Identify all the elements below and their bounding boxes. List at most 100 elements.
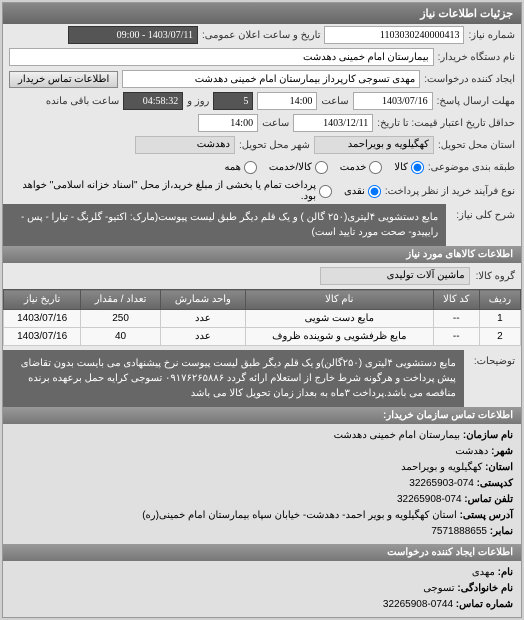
panel-title: جزئیات اطلاعات نیاز — [3, 3, 521, 24]
remaining-time-input — [123, 92, 183, 110]
table-row[interactable]: 2 -- مایع ظرفشویی و شوینده ظروف عدد 40 1… — [4, 328, 521, 346]
announce-date-input[interactable] — [68, 26, 198, 44]
contact-fax: 7571888655 — [431, 526, 487, 537]
creator-name: مهدی — [472, 567, 495, 578]
announce-date-label: تاریخ و ساعت اعلان عمومی: — [202, 30, 321, 41]
remaining-days-label: روز و — [187, 96, 209, 107]
radio-both[interactable]: کالا/خدمت — [269, 161, 328, 174]
th-name: نام کالا — [245, 290, 433, 310]
group-label: گروه کالا: — [476, 271, 515, 282]
row-payment-type: نوع فرآیند خرید از نظر پرداخت: نقدی پردا… — [3, 178, 521, 204]
cell-name: مایع دست شویی — [245, 310, 433, 328]
creator-phone: 0744-32265908 — [383, 599, 453, 610]
creator-family: تسوجی — [423, 583, 454, 594]
cell-unit: عدد — [160, 310, 245, 328]
radio-treasury-input[interactable] — [319, 185, 332, 198]
org-name-input[interactable] — [9, 48, 434, 66]
creator-contact-section: نام: مهدی نام خانوادگی: تسوجی شماره تماس… — [3, 561, 521, 617]
radio-khedmat-input[interactable] — [369, 161, 382, 174]
cell-date: 1403/07/16 — [4, 328, 81, 346]
payment-radio-group: نقدی پرداخت تمام یا بخشی از مبلغ خرید،از… — [9, 180, 381, 202]
goods-section-title: اطلاعات کالاهای مورد نیاز — [3, 246, 521, 263]
radio-cash-input[interactable] — [368, 185, 381, 198]
need-number-input[interactable] — [324, 26, 464, 44]
row-need-number: شماره نیاز: تاریخ و ساعت اعلان عمومی: — [3, 24, 521, 46]
cell-row: 2 — [479, 328, 520, 346]
row-item-type: طبقه بندی موضوعی: کالا خدمت کالا/خدمت هم… — [3, 156, 521, 178]
row-creator: ایجاد کننده درخواست: اطلاعات تماس خریدار — [3, 68, 521, 90]
item-type-radio-group: کالا خدمت کالا/خدمت همه — [224, 161, 423, 174]
province-value: کهگیلویه و بویراحمد — [314, 136, 434, 154]
row-org-name: نام دستگاه خریدار: — [3, 46, 521, 68]
contact-province-label: استان: — [485, 462, 513, 473]
reply-time-label: ساعت — [321, 96, 348, 107]
cell-code: -- — [433, 328, 479, 346]
radio-all[interactable]: همه — [224, 161, 256, 174]
row-explain: توضیحات: مایع دستشویی ۴لیتری (۲۵۰گالن)و … — [3, 350, 521, 407]
creator-input[interactable] — [122, 70, 420, 88]
org-name-label: نام دستگاه خریدار: — [438, 52, 515, 63]
explain-label: توضیحات: — [468, 350, 521, 373]
contact-address: استان کهگیلویه و بویر احمد- دهدشت- خیابا… — [142, 510, 457, 521]
table-row[interactable]: 1 -- مایع دست شویی عدد 250 1403/07/16 — [4, 310, 521, 328]
creator-family-label: نام خانوادگی: — [457, 583, 513, 594]
goods-table: ردیف کد کالا نام کالا واحد شمارش تعداد /… — [3, 289, 521, 346]
need-number-label: شماره نیاز: — [468, 30, 515, 41]
contact-address-label: آدرس پستی: — [460, 510, 513, 521]
contact-city-label: شهر: — [491, 446, 513, 457]
th-code: کد کالا — [433, 290, 479, 310]
radio-kala-input[interactable] — [411, 161, 424, 174]
group-value: ماشین آلات تولیدی — [320, 267, 470, 285]
contact-phone: 074-32265908 — [397, 494, 462, 505]
contact-org: بیمارستان امام خمینی دهدشت — [334, 430, 460, 441]
need-desc-label: شرح کلی نیاز: — [450, 204, 521, 227]
th-date: تاریخ نیاز — [4, 290, 81, 310]
contact-postal: 074-32265903 — [409, 478, 474, 489]
contact-fax-label: نمابر: — [490, 526, 513, 537]
cell-qty: 250 — [81, 310, 160, 328]
validity-label: حداقل تاریخ اعتبار قیمت: تا تاریخ: — [377, 118, 515, 129]
creator-name-label: نام: — [498, 567, 513, 578]
city-value: دهدشت — [135, 136, 235, 154]
need-desc-text: مایع دستشویی ۴لیتری(۲۵۰ گالن ) و یک قلم … — [3, 204, 446, 246]
contact-phone-label: تلفن تماس: — [464, 494, 513, 505]
province-label: استان محل تحویل: — [438, 140, 515, 151]
th-qty: تعداد / مقدار — [81, 290, 160, 310]
payment-type-label: نوع فرآیند خرید از نظر پرداخت: — [385, 186, 515, 197]
creator-label: ایجاد کننده درخواست: — [424, 74, 515, 85]
radio-khedmat[interactable]: خدمت — [340, 161, 383, 174]
contact-info-button[interactable]: اطلاعات تماس خریدار — [9, 71, 118, 88]
remaining-days-input — [213, 92, 253, 110]
cell-row: 1 — [479, 310, 520, 328]
radio-all-input[interactable] — [244, 161, 257, 174]
radio-cash[interactable]: نقدی — [344, 185, 381, 198]
cell-unit: عدد — [160, 328, 245, 346]
reply-date-input[interactable] — [353, 92, 433, 110]
reply-time-input[interactable] — [257, 92, 317, 110]
row-validity: حداقل تاریخ اعتبار قیمت: تا تاریخ: ساعت — [3, 112, 521, 134]
reply-deadline-label: مهلت ارسال پاسخ: — [437, 96, 515, 107]
cell-date: 1403/07/16 — [4, 310, 81, 328]
table-header-row: ردیف کد کالا نام کالا واحد شمارش تعداد /… — [4, 290, 521, 310]
radio-kala[interactable]: کالا — [394, 161, 424, 174]
radio-treasury[interactable]: پرداخت تمام یا بخشی از مبلغ خرید،از محل … — [9, 180, 332, 202]
contact-org-label: نام سازمان: — [463, 430, 513, 441]
row-group: گروه کالا: ماشین آلات تولیدی — [3, 263, 521, 289]
validity-time-label: ساعت — [262, 118, 289, 129]
city-label: شهر محل تحویل: — [239, 140, 310, 151]
contact-title: اطلاعات تماس سازمان خریدار: — [3, 407, 521, 424]
cell-name: مایع ظرفشویی و شوینده ظروف — [245, 328, 433, 346]
validity-time-input[interactable] — [198, 114, 258, 132]
contact-province: کهگیلویه و بویراحمد — [401, 462, 482, 473]
contact-postal-label: کدپستی: — [477, 478, 513, 489]
item-type-label: طبقه بندی موضوعی: — [428, 162, 515, 173]
radio-both-input[interactable] — [315, 161, 328, 174]
cell-code: -- — [433, 310, 479, 328]
row-province: استان محل تحویل: کهگیلویه و بویراحمد شهر… — [3, 134, 521, 156]
cell-qty: 40 — [81, 328, 160, 346]
th-row: ردیف — [479, 290, 520, 310]
contact-section: نام سازمان: بیمارستان امام خمینی دهدشت ش… — [3, 424, 521, 544]
validity-date-input[interactable] — [293, 114, 373, 132]
explain-text: مایع دستشویی ۴لیتری (۲۵۰گالن)و یک قلم دی… — [3, 350, 464, 407]
remaining-label: ساعت باقی مانده — [46, 96, 119, 107]
